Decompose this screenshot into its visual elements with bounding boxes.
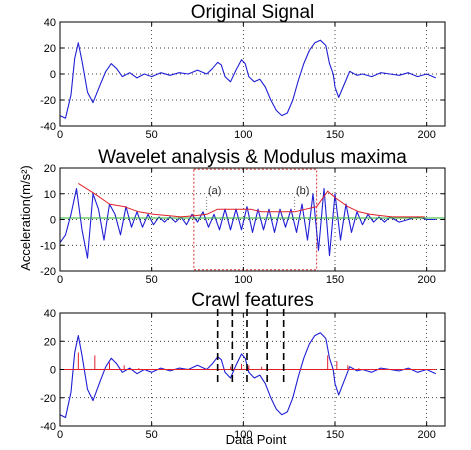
x-axis-label: Data Point <box>226 432 287 447</box>
highlight-box <box>193 168 318 271</box>
y-tick-label: 20 <box>44 163 56 175</box>
y-tick-label: -20 <box>40 393 56 405</box>
x-tick-label: 50 <box>146 129 158 141</box>
annotation-label: (b) <box>296 185 309 197</box>
x-tick-label: 200 <box>417 429 435 441</box>
panel-title: Original Signal <box>191 2 315 23</box>
x-tick-label: 0 <box>57 429 63 441</box>
x-tick-label: 0 <box>57 274 63 286</box>
panel-title: Crawl features <box>191 290 314 311</box>
y-tick-label: 20 <box>44 336 56 348</box>
y-tick-label: 0 <box>50 215 56 227</box>
y-tick-label: 20 <box>44 43 56 55</box>
series-line-signal <box>59 39 437 119</box>
x-tick-label: 50 <box>146 429 158 441</box>
y-tick-label: -10 <box>40 240 56 252</box>
y-tick-label: -20 <box>40 266 56 278</box>
y-tick-label: -40 <box>40 421 56 433</box>
x-tick-label: 150 <box>326 429 344 441</box>
y-tick-label: 10 <box>44 189 56 201</box>
series-line-features <box>78 182 425 218</box>
y-tick-label: 40 <box>44 17 56 29</box>
panel-wavelet-analysis: Wavelet analysis & Modulus maxima (a) (b) 0… <box>40 147 446 286</box>
x-tick-label: 100 <box>234 274 252 286</box>
x-tick-label: 200 <box>417 274 435 286</box>
x-tick-label: 0 <box>57 129 63 141</box>
y-tick-label: -20 <box>40 95 56 107</box>
x-tick-label: 50 <box>146 274 158 286</box>
x-tick-label: 150 <box>326 274 344 286</box>
y-axis-label: Acceleration(m/s²) <box>18 165 33 270</box>
panel-original-signal: Original Signal 0 50 100 150 200 -40 -20 0 20 40 <box>40 2 446 141</box>
x-tick-label: 200 <box>417 129 435 141</box>
annotation-label: (a) <box>208 185 221 197</box>
y-tick-label: 40 <box>44 308 56 320</box>
y-tick-label: 0 <box>50 365 56 377</box>
panel-crawl-features: Crawl features 0 50 100 150 200 -40 -20 0 20 40 <box>40 290 446 441</box>
y-tick-label: -40 <box>40 121 56 133</box>
series-line-signal <box>59 188 436 259</box>
x-tick-label: 100 <box>234 429 252 441</box>
x-tick-label: 100 <box>234 129 252 141</box>
y-tick-label: 0 <box>50 69 56 81</box>
panel-title: Wavelet analysis & Modulus maxima <box>98 147 407 168</box>
x-tick-label: 150 <box>326 129 344 141</box>
